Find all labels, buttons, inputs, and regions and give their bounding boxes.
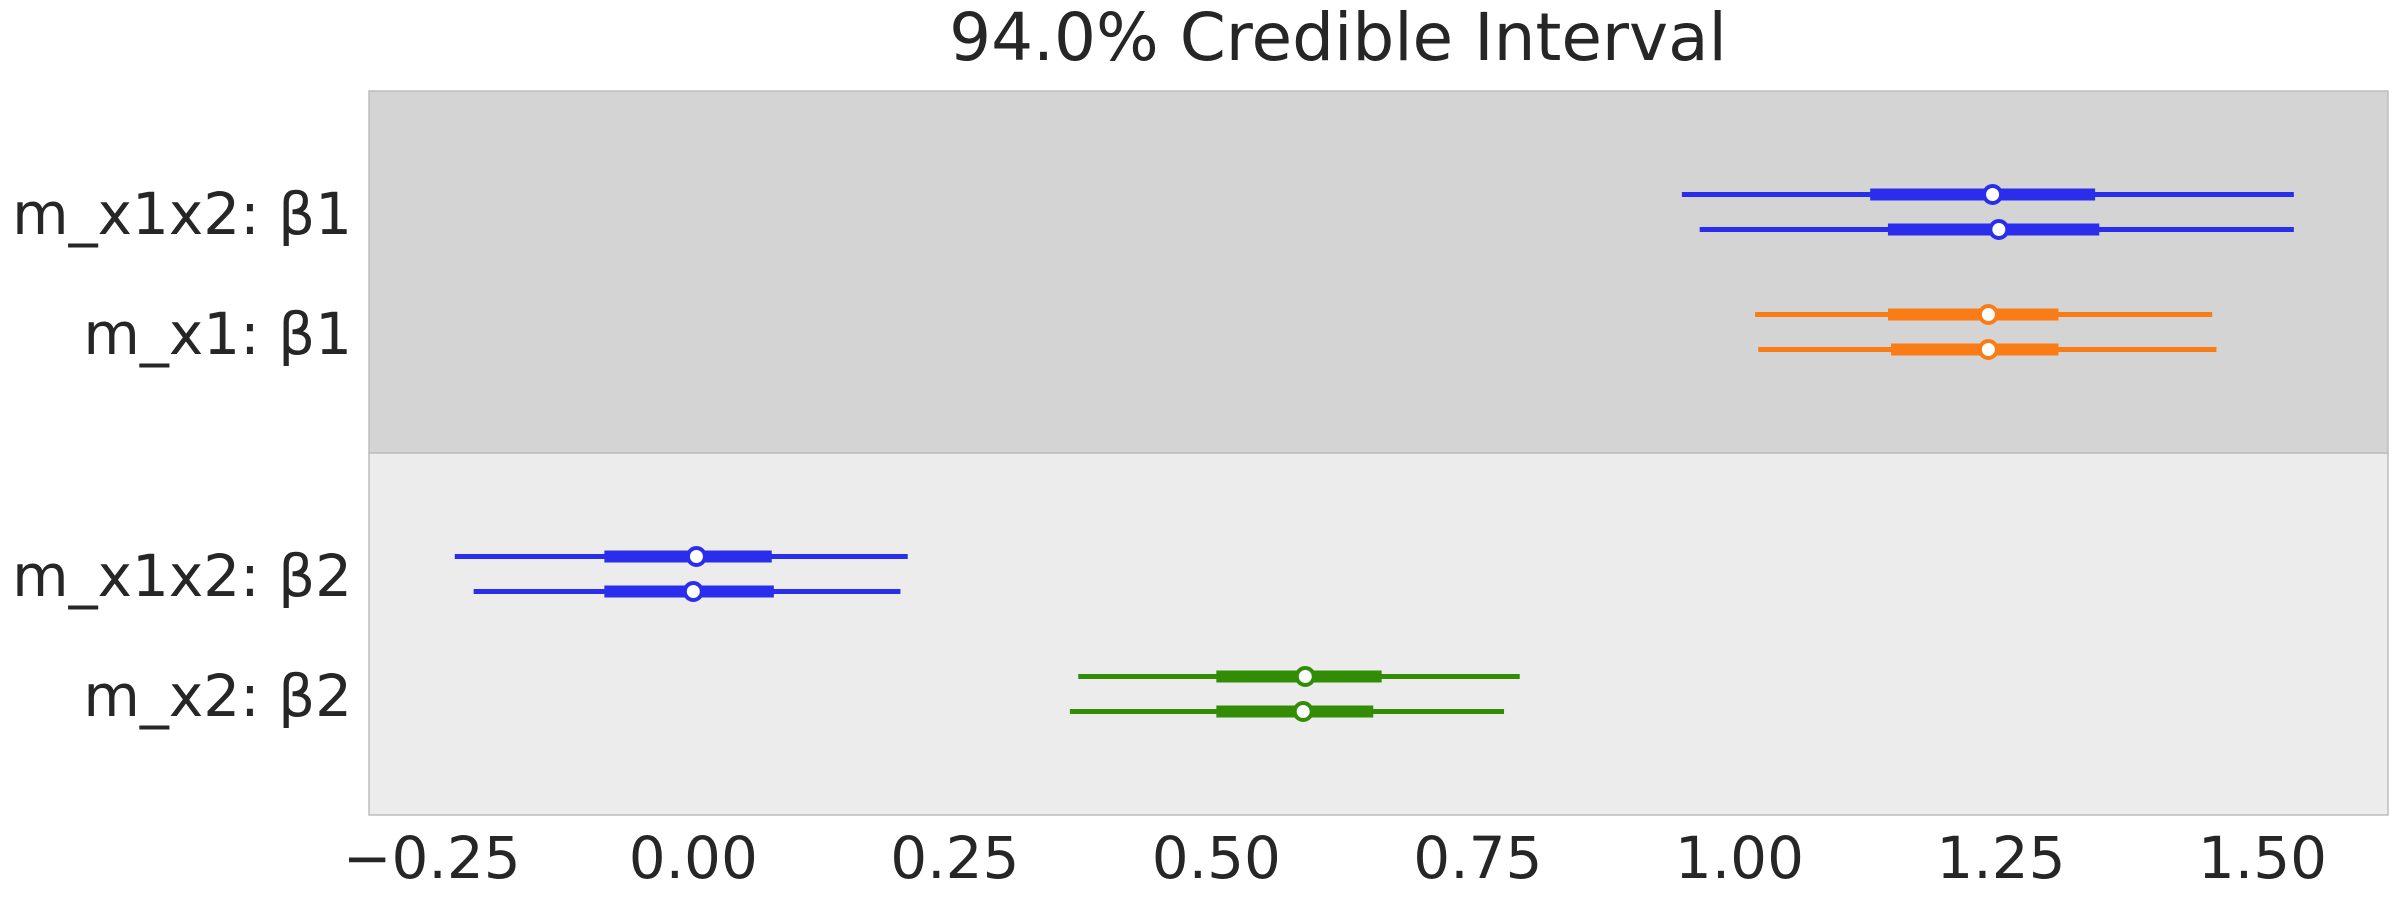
x-tick-label: −0.25 xyxy=(343,824,521,892)
band-background xyxy=(368,452,2389,816)
median-point xyxy=(682,581,704,602)
x-tick-label: 0.25 xyxy=(890,824,1019,892)
x-tick-label: 0.75 xyxy=(1413,824,1542,892)
band-layer xyxy=(368,90,2389,816)
median-point xyxy=(1977,339,1999,360)
x-axis: −0.25 0.00 0.25 0.50 0.75 1.00 1.25 1.50 xyxy=(343,824,2327,892)
median-point xyxy=(1294,666,1316,687)
median-point xyxy=(1292,701,1314,722)
y-tick-label: m_x1x2: β2 xyxy=(12,542,352,610)
median-point xyxy=(1977,304,1999,325)
median-point xyxy=(1982,184,2004,205)
forest-row xyxy=(454,546,908,602)
y-labels: m_x1x2: β1 m_x1: β1 m_x1x2: β2 m_x2: β2 xyxy=(12,180,352,730)
median-point xyxy=(685,546,707,567)
forest-row xyxy=(1069,666,1520,722)
y-tick-label: m_x1: β1 xyxy=(83,300,352,368)
x-tick-label: 1.50 xyxy=(2198,824,2327,892)
band-background xyxy=(368,90,2389,454)
x-tick-label: 1.00 xyxy=(1675,824,1804,892)
median-point xyxy=(1988,219,2010,240)
x-tick-label: 1.25 xyxy=(1936,824,2065,892)
marks-layer xyxy=(454,184,2294,722)
x-tick-label: 0.00 xyxy=(629,824,758,892)
y-tick-label: m_x2: β2 xyxy=(83,662,352,730)
x-tick-label: 0.50 xyxy=(1152,824,1281,892)
forest-row xyxy=(1755,304,2217,360)
chart-title: 94.0% Credible Interval xyxy=(949,0,1727,76)
forest-row xyxy=(1681,184,2294,240)
y-tick-label: m_x1x2: β1 xyxy=(12,180,352,248)
